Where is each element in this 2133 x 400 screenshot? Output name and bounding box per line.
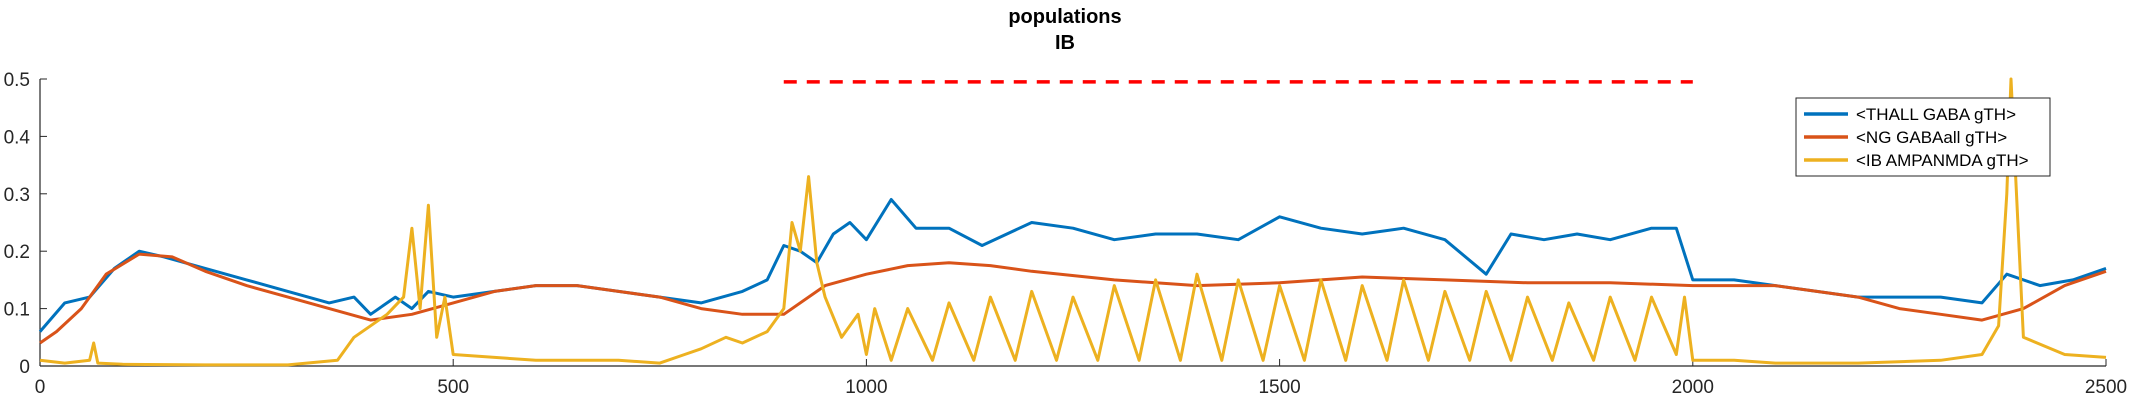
legend: <THALL GABA gTH> <NG GABAall gTH> <IB AMPA… (1795, 97, 2051, 177)
x-tick-label: 1000 (845, 377, 887, 398)
y-tick-label: 0 (19, 357, 30, 378)
x-tick-label: 2500 (2085, 377, 2127, 398)
legend-label: <THALL GABA gTH> (1856, 105, 2016, 124)
axes: 0 500 1000 1500 2000 2500 0 0.1 0.2 0.3 0.4 0.5 (4, 70, 2128, 398)
series-line-3 (39, 77, 2107, 367)
y-tick-label: 0.1 (4, 300, 30, 321)
plot-lines (38, 77, 2107, 367)
y-tick-label: 0.4 (4, 127, 31, 148)
series-line-2 (39, 252, 2107, 345)
series-line-1 (38, 198, 2107, 333)
y-tick-label: 0.5 (4, 70, 30, 91)
chart-subtitle: IB (1055, 32, 1075, 54)
legend-label: <IB AMPANMDA gTH> (1856, 151, 2029, 170)
chart-title: populations (1008, 6, 1121, 28)
y-tick-label: 0.2 (4, 242, 30, 263)
x-tick-label: 1500 (1258, 377, 1300, 398)
x-tick-label: 0 (35, 377, 46, 398)
y-tick-label: 0.3 (4, 185, 30, 206)
legend-label: <NG GABAall gTH> (1856, 128, 2007, 147)
x-tick-label: 500 (437, 377, 469, 398)
x-tick-label: 2000 (1672, 377, 1714, 398)
